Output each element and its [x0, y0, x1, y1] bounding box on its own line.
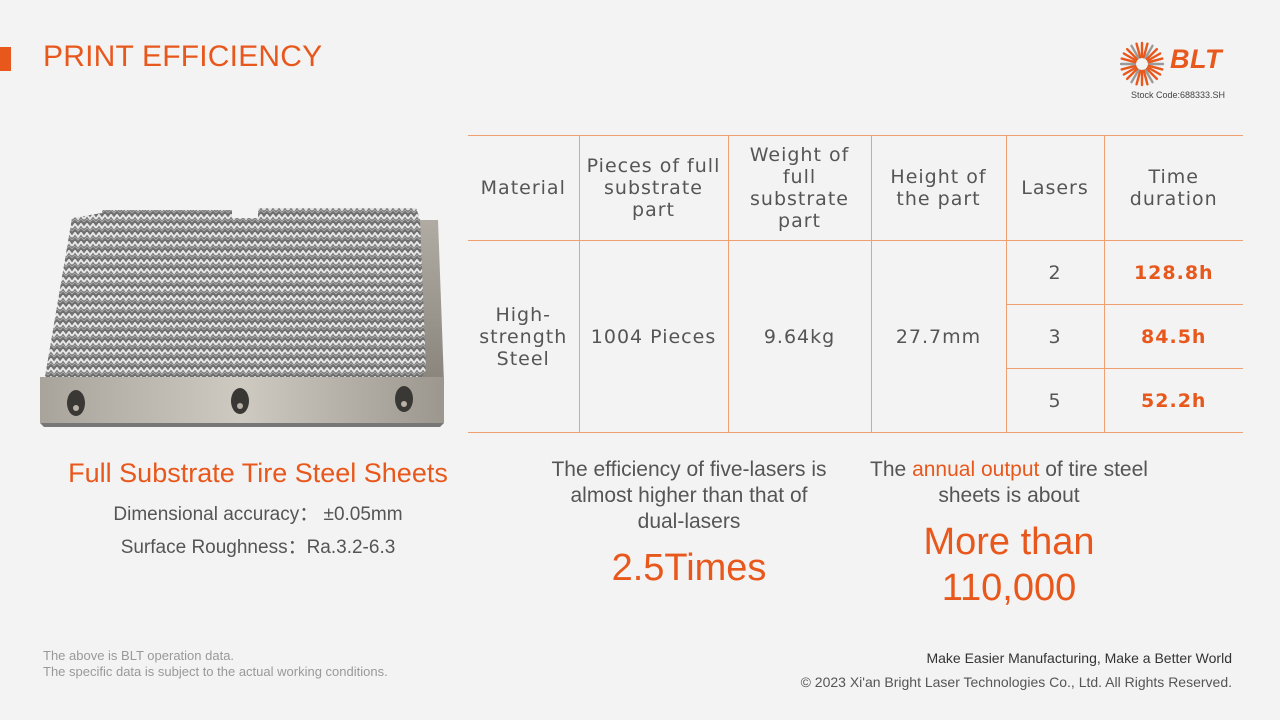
logo-ray	[1147, 57, 1164, 64]
annual-output-prefix: The	[870, 458, 913, 481]
cell-lasers: 2	[1005, 240, 1105, 305]
logo-ray	[1130, 68, 1140, 84]
logo-ray	[1142, 42, 1149, 59]
stock-code: Stock Code:688333.SH	[1131, 90, 1226, 100]
logo-ray	[1135, 69, 1142, 86]
data-footnote: The above is BLT operation data. The spe…	[43, 648, 388, 680]
cell-time: 52.2h	[1103, 368, 1243, 433]
cell-weight: 9.64kg	[727, 240, 872, 433]
annual-output-description: The annual output of tire steel sheets i…	[868, 457, 1150, 509]
logo-ray	[1125, 67, 1139, 81]
page-title: PRINT EFFICIENCY	[43, 40, 323, 73]
logo-ray	[1146, 52, 1162, 62]
annual-output-suffix: of tire steel sheets is about	[938, 458, 1148, 507]
spec-surface-roughness: Surface Roughness：Ra.3.2-6.3	[120, 537, 396, 558]
company-logo: BLT Stock Code:688333.SH	[1118, 38, 1243, 102]
logo-ray	[1130, 44, 1140, 60]
cell-lasers: 3	[1006, 304, 1105, 369]
logo-ray	[1120, 57, 1137, 64]
copyright-notice: © 2023 Xi'an Bright Laser Technologies C…	[800, 674, 1232, 690]
logo-ray	[1144, 68, 1154, 84]
cell-lasers: 5	[1006, 368, 1105, 433]
sunburst-logo-icon	[1119, 41, 1165, 87]
cell-time: 84.5h	[1103, 304, 1243, 369]
efficiency-value: 2.5Times	[611, 547, 767, 589]
logo-text: BLT	[1170, 44, 1222, 74]
footnote-line: The specific data is subject to the actu…	[43, 664, 388, 679]
cell-time: 128.8h	[1103, 240, 1243, 305]
annual-output-stat: The annual output of tire steel sheets i…	[868, 457, 1150, 611]
cell-material: High-strength Steel	[468, 240, 580, 433]
company-slogan: Make Easier Manufacturing, Make a Better…	[926, 650, 1232, 666]
table-row: High-strength Steel 1004 Pieces 9.64kg 2…	[468, 240, 1243, 433]
logo-ray	[1144, 44, 1154, 60]
logo-ray	[1146, 66, 1162, 76]
logo-ray	[1122, 66, 1138, 76]
col-header-weight: Weight of full substrate part	[727, 135, 872, 241]
logo-ray	[1122, 52, 1138, 62]
logo-ray	[1135, 42, 1142, 59]
title-accent-bar	[0, 47, 11, 71]
table-row: 5 52.2h	[468, 368, 1243, 433]
spec-dimensional-accuracy: Dimensional accuracy： ±0.05mm	[113, 504, 403, 525]
efficiency-table: Material Pieces of full substrate part W…	[468, 135, 1243, 433]
efficiency-description: The efficiency of five-lasers is almost …	[551, 458, 827, 533]
logo-ray	[1142, 69, 1149, 86]
table-header-row: Material Pieces of full substrate part W…	[468, 135, 1243, 241]
col-header-lasers: Lasers	[1005, 135, 1105, 241]
logo-ray	[1120, 64, 1137, 71]
cell-pieces: 1004 Pieces	[578, 240, 729, 433]
cell-height: 27.7mm	[870, 240, 1007, 433]
tire-steel-sheet-image	[40, 208, 444, 427]
logo-ray	[1145, 67, 1159, 81]
product-title: Full Substrate Tire Steel Sheets	[68, 458, 448, 488]
col-header-time: Time duration	[1103, 135, 1243, 241]
logo-ray	[1147, 64, 1164, 71]
efficiency-stat: The efficiency of five-lasers is almost …	[548, 457, 830, 591]
col-header-material: Material	[468, 135, 580, 241]
annual-output-value: More than 110,000	[923, 521, 1095, 609]
col-header-height: Height of the part	[870, 135, 1007, 241]
col-header-pieces: Pieces of full substrate part	[578, 135, 729, 241]
annual-output-highlight: annual output	[912, 458, 1040, 481]
footnote-line: The above is BLT operation data.	[43, 648, 235, 663]
logo-ray	[1145, 47, 1159, 61]
logo-ray	[1125, 47, 1139, 61]
